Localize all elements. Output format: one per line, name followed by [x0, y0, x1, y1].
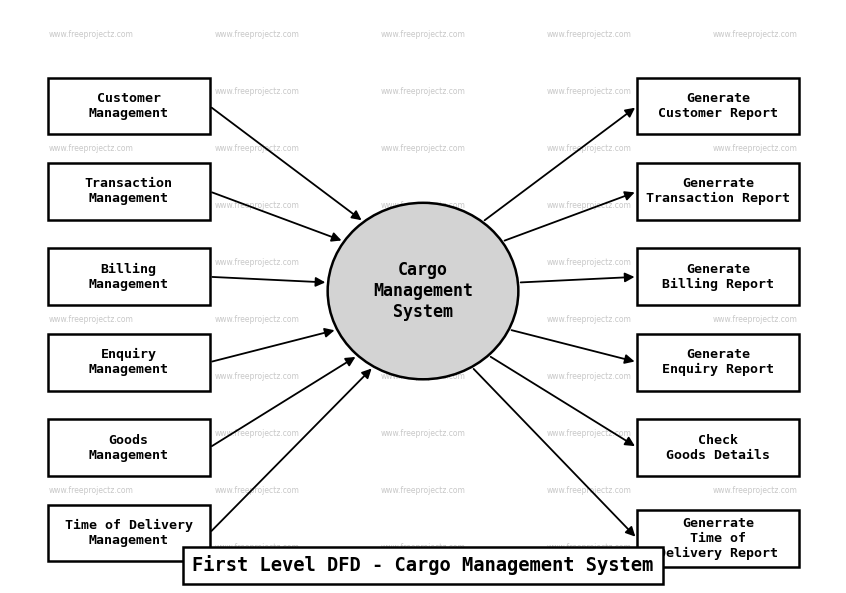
Text: Generate
Billing Report: Generate Billing Report [662, 263, 774, 291]
Text: www.freeprojectz.com: www.freeprojectz.com [712, 201, 797, 210]
Text: www.freeprojectz.com: www.freeprojectz.com [49, 30, 134, 39]
Text: www.freeprojectz.com: www.freeprojectz.com [381, 201, 465, 210]
Text: Generrate
Time of
Delivery Report: Generrate Time of Delivery Report [658, 517, 778, 560]
Text: www.freeprojectz.com: www.freeprojectz.com [547, 429, 631, 438]
Bar [48, 163, 210, 220]
Text: www.freeprojectz.com: www.freeprojectz.com [547, 315, 631, 324]
Bar [183, 547, 663, 584]
Text: www.freeprojectz.com: www.freeprojectz.com [547, 30, 631, 39]
Text: Cargo
Management
System: Cargo Management System [373, 262, 473, 321]
Text: www.freeprojectz.com: www.freeprojectz.com [547, 87, 631, 96]
Text: www.freeprojectz.com: www.freeprojectz.com [215, 315, 299, 324]
Text: Check
Goods Details: Check Goods Details [666, 433, 770, 461]
Bar [637, 510, 799, 567]
Bar [48, 78, 210, 135]
Bar [48, 419, 210, 476]
Bar [48, 334, 210, 391]
Text: www.freeprojectz.com: www.freeprojectz.com [49, 315, 134, 324]
Text: www.freeprojectz.com: www.freeprojectz.com [712, 87, 797, 96]
Text: www.freeprojectz.com: www.freeprojectz.com [215, 543, 299, 551]
Text: www.freeprojectz.com: www.freeprojectz.com [49, 201, 134, 210]
Text: www.freeprojectz.com: www.freeprojectz.com [712, 30, 797, 39]
Bar [637, 78, 799, 135]
Text: Generate
Enquiry Report: Generate Enquiry Report [662, 348, 774, 376]
Ellipse shape [327, 203, 519, 380]
Text: www.freeprojectz.com: www.freeprojectz.com [712, 543, 797, 551]
Bar [637, 419, 799, 476]
Text: Time of Delivery
Management: Time of Delivery Management [64, 519, 193, 547]
Text: www.freeprojectz.com: www.freeprojectz.com [712, 258, 797, 267]
Text: www.freeprojectz.com: www.freeprojectz.com [215, 258, 299, 267]
Text: www.freeprojectz.com: www.freeprojectz.com [49, 372, 134, 381]
Text: www.freeprojectz.com: www.freeprojectz.com [215, 30, 299, 39]
Text: www.freeprojectz.com: www.freeprojectz.com [712, 144, 797, 153]
Text: www.freeprojectz.com: www.freeprojectz.com [49, 429, 134, 438]
Text: www.freeprojectz.com: www.freeprojectz.com [215, 144, 299, 153]
Text: www.freeprojectz.com: www.freeprojectz.com [49, 486, 134, 495]
Text: Goods
Management: Goods Management [89, 433, 168, 461]
Text: www.freeprojectz.com: www.freeprojectz.com [49, 258, 134, 267]
Bar [637, 334, 799, 391]
Text: www.freeprojectz.com: www.freeprojectz.com [712, 486, 797, 495]
Bar [48, 505, 210, 562]
Text: www.freeprojectz.com: www.freeprojectz.com [381, 144, 465, 153]
Text: www.freeprojectz.com: www.freeprojectz.com [547, 201, 631, 210]
Text: www.freeprojectz.com: www.freeprojectz.com [215, 87, 299, 96]
Bar [48, 248, 210, 305]
Text: Transaction
Management: Transaction Management [85, 177, 173, 205]
Text: www.freeprojectz.com: www.freeprojectz.com [381, 258, 465, 267]
Text: www.freeprojectz.com: www.freeprojectz.com [381, 87, 465, 96]
Text: Generrate
Transaction Report: Generrate Transaction Report [646, 177, 790, 205]
Text: www.freeprojectz.com: www.freeprojectz.com [215, 372, 299, 381]
Text: Billing
Management: Billing Management [89, 263, 168, 291]
Text: www.freeprojectz.com: www.freeprojectz.com [49, 543, 134, 551]
Text: www.freeprojectz.com: www.freeprojectz.com [49, 87, 134, 96]
Text: www.freeprojectz.com: www.freeprojectz.com [547, 486, 631, 495]
Text: www.freeprojectz.com: www.freeprojectz.com [215, 486, 299, 495]
Text: www.freeprojectz.com: www.freeprojectz.com [381, 486, 465, 495]
Text: First Level DFD - Cargo Management System: First Level DFD - Cargo Management Syste… [192, 556, 654, 575]
Text: www.freeprojectz.com: www.freeprojectz.com [49, 144, 134, 153]
Text: www.freeprojectz.com: www.freeprojectz.com [381, 30, 465, 39]
Text: www.freeprojectz.com: www.freeprojectz.com [381, 429, 465, 438]
Text: www.freeprojectz.com: www.freeprojectz.com [712, 372, 797, 381]
Text: www.freeprojectz.com: www.freeprojectz.com [215, 201, 299, 210]
Text: www.freeprojectz.com: www.freeprojectz.com [547, 372, 631, 381]
Text: Customer
Management: Customer Management [89, 92, 168, 120]
Text: www.freeprojectz.com: www.freeprojectz.com [547, 543, 631, 551]
Text: www.freeprojectz.com: www.freeprojectz.com [547, 258, 631, 267]
Text: www.freeprojectz.com: www.freeprojectz.com [712, 315, 797, 324]
Text: www.freeprojectz.com: www.freeprojectz.com [547, 144, 631, 153]
Text: Enquiry
Management: Enquiry Management [89, 348, 168, 376]
Text: www.freeprojectz.com: www.freeprojectz.com [381, 543, 465, 551]
Text: www.freeprojectz.com: www.freeprojectz.com [381, 315, 465, 324]
Text: www.freeprojectz.com: www.freeprojectz.com [215, 429, 299, 438]
Bar [637, 248, 799, 305]
Text: Generate
Customer Report: Generate Customer Report [658, 92, 778, 120]
Bar [637, 163, 799, 220]
Text: www.freeprojectz.com: www.freeprojectz.com [712, 429, 797, 438]
Text: www.freeprojectz.com: www.freeprojectz.com [381, 372, 465, 381]
